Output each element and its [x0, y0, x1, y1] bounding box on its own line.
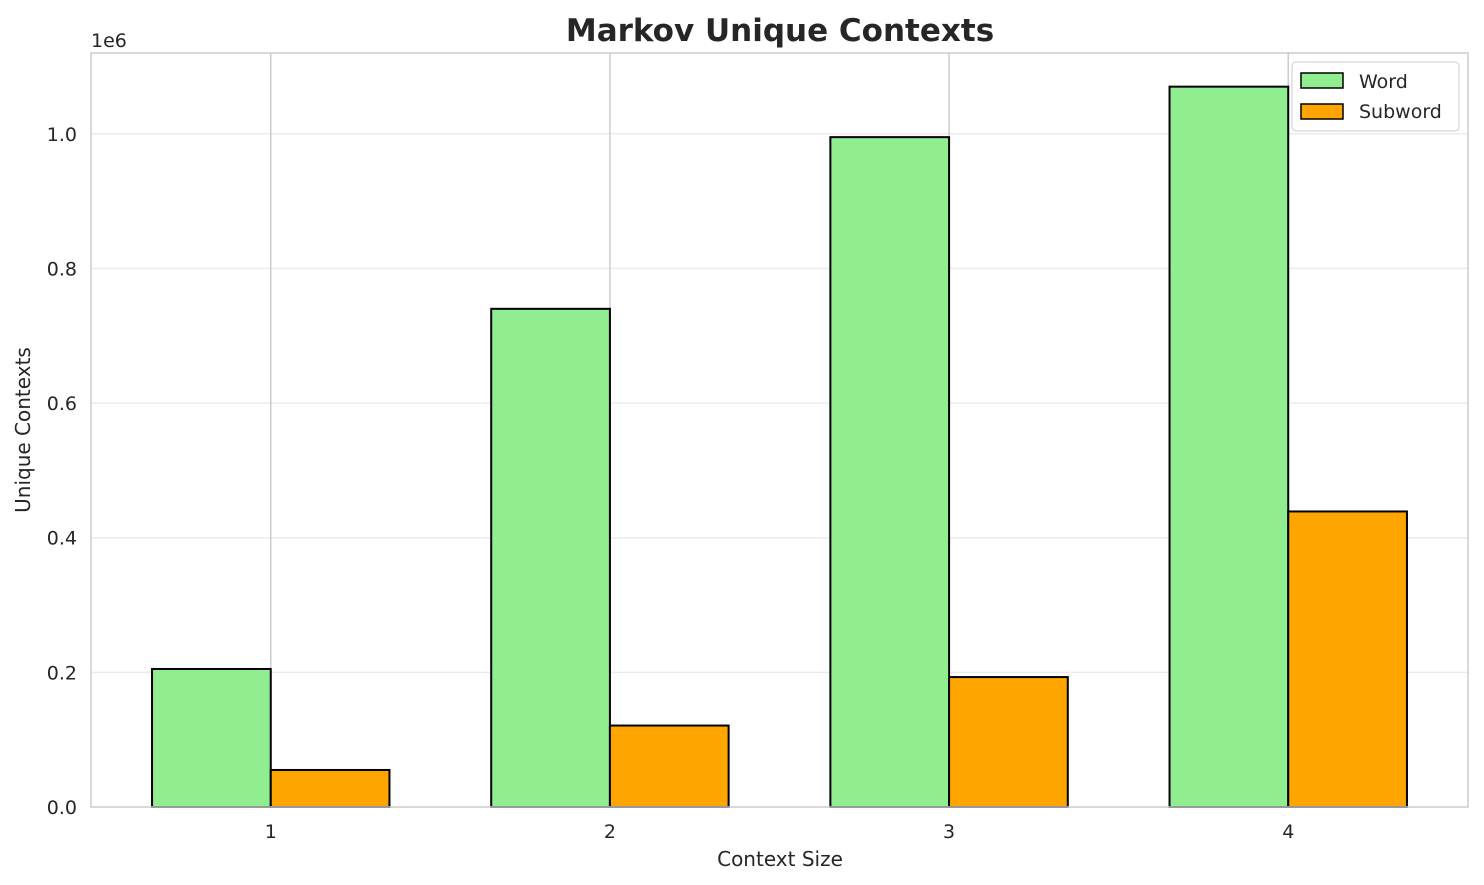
legend-label-word: Word: [1359, 71, 1408, 93]
bars: [151, 85, 1408, 809]
legend: Word Subword: [1291, 61, 1460, 132]
chart-title: Markov Unique Contexts: [566, 13, 994, 49]
bar-word-2: [490, 307, 611, 808]
y-tick-label: 0.0: [47, 797, 77, 819]
bar-subword-1: [269, 768, 391, 808]
x-tick-label: 2: [604, 821, 616, 843]
y-offset-label: 1e6: [91, 30, 127, 52]
x-tick-label: 3: [943, 821, 955, 843]
bar-subword-4: [1287, 510, 1408, 808]
bar-subword-3: [948, 676, 1069, 808]
y-tick-label: 0.2: [47, 662, 77, 684]
x-tick-label: 4: [1282, 821, 1294, 843]
bar-word-3: [829, 136, 951, 808]
x-tick-label: 1: [265, 821, 277, 843]
legend-swatch-subword: [1300, 103, 1344, 120]
bar-subword-2: [608, 724, 730, 809]
bar-word-4: [1168, 85, 1290, 809]
bar-word-1: [151, 667, 272, 809]
y-tick-label: 1.0: [47, 124, 77, 146]
x-axis-label: Context Size: [717, 847, 843, 871]
y-tick-label: 0.8: [47, 258, 77, 280]
y-tick-label: 0.4: [47, 528, 77, 550]
legend-swatch-word: [1300, 72, 1344, 89]
plot-frame: [90, 52, 1469, 808]
tick-labels: 0.0 0.2 0.4 0.6 0.8 1.0 1 2 3 4: [47, 124, 1295, 843]
legend-label-subword: Subword: [1359, 101, 1442, 123]
y-axis-label: Unique Contexts: [11, 347, 35, 513]
y-tick-label: 0.6: [47, 393, 77, 415]
